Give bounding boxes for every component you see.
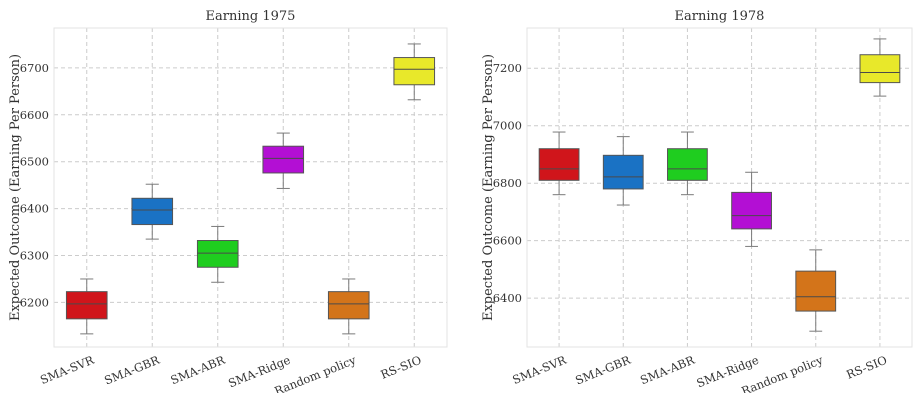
x-tick-label: SMA-SVR: [510, 353, 568, 387]
box-sma-ridge: [731, 171, 772, 247]
box-body: [795, 270, 837, 312]
x-tick-label: SMA-GBR: [102, 353, 161, 388]
y-tick-label: 6600: [20, 108, 49, 122]
y-tick-label: 6600: [493, 234, 522, 248]
y-tick-label: 7200: [493, 61, 522, 75]
chart-title: Earning 1975: [206, 9, 296, 24]
y-tick-label: 6700: [20, 61, 49, 75]
y-tick-label: 6400: [493, 291, 522, 305]
x-tick-label: RS-SIO: [844, 353, 889, 382]
box-body: [602, 154, 644, 190]
box-sma-svr: [538, 131, 580, 196]
box-body: [327, 291, 370, 320]
x-tick-label: SMA-ABR: [169, 353, 228, 388]
box-sma-ridge: [262, 132, 305, 189]
y-tick-label: 6200: [20, 295, 49, 309]
box-body: [859, 54, 901, 84]
y-tick-label: 6400: [20, 202, 49, 216]
box-sma-gbr: [131, 183, 174, 240]
y-tick-label: 7000: [493, 119, 522, 133]
chart-panel-1: 6200 6300 6400 6500 6600 6700 SMA-SVR SMA-GBR SM…: [8, 9, 448, 393]
box-body: [131, 197, 174, 226]
box-random-policy: [327, 278, 370, 335]
box-body: [538, 148, 580, 181]
chart-panel-2: 6400 6600 6800 7000 7200 SMA-SVR SMA-GBR SMA-AB…: [481, 9, 913, 393]
box-body: [262, 145, 305, 174]
plot-area-frame: [53, 27, 448, 348]
x-tick-label: SMA-ABR: [638, 353, 697, 388]
box-body: [667, 148, 708, 181]
box-sma-gbr: [602, 136, 644, 206]
x-tick-label: SMA-GBR: [573, 353, 632, 388]
box-random-policy: [795, 249, 837, 332]
plot-area-frame: [526, 27, 913, 348]
box-sma-abr: [667, 131, 708, 196]
y-tick-label: 6800: [493, 176, 522, 190]
x-tick-label: SMA-SVR: [38, 353, 96, 387]
box-body: [731, 191, 772, 230]
box-sma-abr: [196, 225, 239, 283]
y-axis-label: Expected Outcome (Earning Per Person): [481, 54, 496, 321]
x-tick-label: RS-SIO: [379, 353, 424, 382]
box-rs-sio: [859, 38, 901, 97]
chart-title: Earning 1978: [675, 9, 765, 24]
box-body: [196, 240, 239, 268]
box-rs-sio: [393, 43, 436, 101]
y-axis-label: Expected Outcome (Earning Per Person): [8, 54, 23, 321]
box-body: [65, 291, 108, 320]
y-tick-label: 6500: [20, 155, 49, 169]
box-body: [393, 57, 436, 86]
box-sma-svr: [65, 278, 108, 335]
y-tick-label: 6300: [20, 249, 49, 263]
